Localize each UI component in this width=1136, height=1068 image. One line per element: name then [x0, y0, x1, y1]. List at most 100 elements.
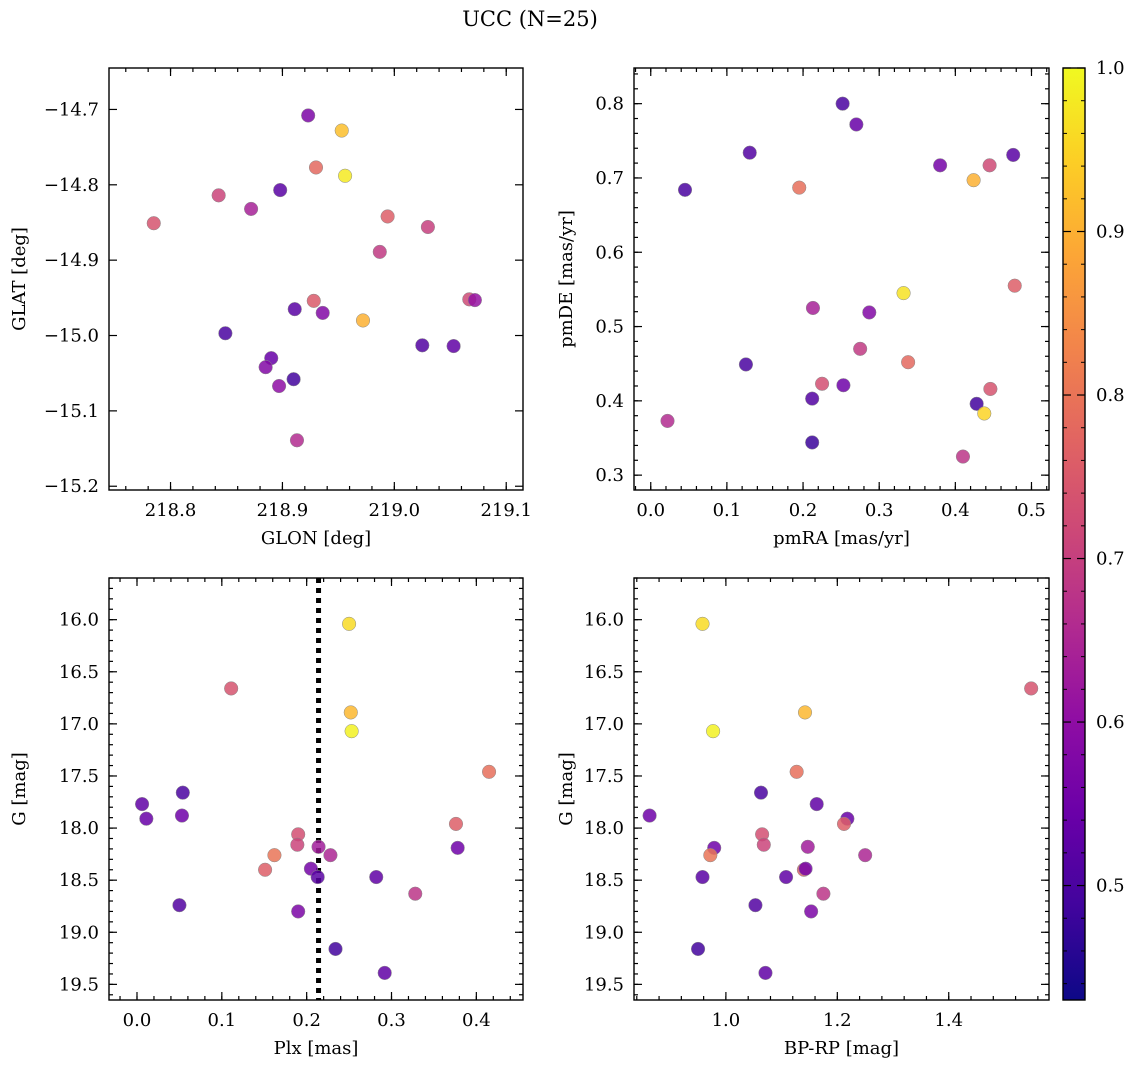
y-tick-label: 0.6	[595, 242, 624, 263]
data-point	[290, 837, 305, 852]
data-point	[758, 965, 773, 980]
y-tick-label: 17.0	[584, 714, 624, 735]
data-point	[482, 764, 497, 779]
data-point	[448, 816, 464, 831]
colorbar-tick-label: 0.7	[1096, 549, 1125, 570]
x-tick-label: 219.1	[480, 500, 532, 521]
y-tick-label: 0.5	[595, 317, 624, 338]
y-tick-label: 16.5	[584, 662, 624, 683]
data-point	[779, 869, 794, 885]
data-point	[311, 839, 326, 854]
panel-pmra-pmde: 0.0 0.1 0.2 0.3 0.4 0.5 0.3 0.4 0.5 0.6 0.7 0.8 pmRA…	[556, 67, 1050, 549]
data-point	[174, 808, 190, 823]
data-point	[738, 357, 753, 372]
data-point	[289, 433, 305, 448]
y-axis-label: G [mag]	[556, 752, 577, 825]
y-tick-label: 19.0	[584, 922, 624, 943]
data-point	[982, 158, 997, 173]
data-point	[756, 837, 771, 852]
data-point	[344, 724, 359, 739]
y-tick-label: 16.0	[584, 610, 624, 631]
data-point	[146, 216, 161, 231]
x-tick-label: 0.1	[208, 1010, 237, 1031]
data-point	[380, 209, 395, 224]
y-tick-label: −15.0	[44, 326, 99, 347]
y-tick-label: 19.5	[584, 974, 624, 995]
panel-bprp-g: 1.0 1.2 1.4 16.0 16.5 17.0 17.5 18.0 18.5 19.0 19.…	[556, 577, 1050, 1059]
y-tick-label: −14.8	[44, 175, 99, 196]
figure-title: UCC (N=25)	[462, 7, 598, 31]
data-point	[286, 372, 301, 387]
data-point	[753, 785, 769, 800]
data-point	[273, 183, 288, 198]
data-point	[805, 300, 820, 316]
data-point	[308, 160, 324, 175]
y-tick-label: −15.2	[44, 476, 99, 497]
data-point	[849, 117, 864, 132]
data-point	[272, 378, 287, 394]
y-tick-label: −14.7	[44, 99, 99, 120]
data-point	[267, 848, 282, 863]
data-point	[695, 616, 710, 631]
data-point	[969, 396, 984, 411]
data-point	[797, 705, 813, 720]
data-point	[660, 413, 675, 428]
x-axis-label: Plx [mas]	[274, 1038, 359, 1059]
y-tick-label: 0.8	[595, 94, 624, 115]
data-point	[218, 326, 233, 341]
data-point	[706, 724, 721, 739]
x-tick-label: 218.9	[257, 500, 309, 521]
data-point	[703, 848, 718, 863]
data-point	[306, 293, 321, 308]
data-point	[983, 381, 998, 397]
colorbar-gradient	[1062, 67, 1086, 1001]
y-tick-label: 18.5	[584, 870, 624, 891]
data-point	[1024, 681, 1039, 696]
x-tick-label: 0.3	[377, 1010, 406, 1031]
data-point	[139, 811, 154, 826]
x-tick-label: 0.0	[123, 1010, 152, 1031]
data-point	[258, 862, 273, 877]
y-tick-label: 18.0	[59, 818, 99, 839]
data-point	[467, 293, 482, 308]
y-tick-label: −14.9	[44, 250, 99, 271]
data-point	[695, 869, 710, 885]
data-point	[211, 188, 226, 203]
data-point	[933, 158, 948, 173]
data-point	[691, 941, 706, 956]
x-tick-label: 1.0	[712, 1010, 741, 1031]
data-point	[377, 965, 392, 980]
x-tick-label: 0.2	[789, 500, 818, 521]
y-tick-label: 0.7	[595, 168, 624, 189]
y-axis-label: pmDE [mas/yr]	[556, 210, 577, 348]
x-tick-label: 0.4	[941, 500, 970, 521]
data-point	[310, 869, 325, 885]
data-point	[805, 391, 820, 406]
data-point	[343, 705, 358, 720]
colorbar-tick-label: 0.5	[1096, 876, 1125, 897]
data-point	[1007, 278, 1022, 293]
axes-frame	[108, 577, 524, 1001]
x-axis-label: GLON [deg]	[261, 528, 371, 549]
data-point	[955, 449, 971, 464]
y-tick-label: 18.5	[59, 870, 99, 891]
y-tick-label: 17.0	[59, 714, 99, 735]
data-point	[446, 339, 461, 354]
x-tick-label: 0.4	[462, 1010, 491, 1031]
panel-glon-glat: 218.8 218.9 219.0 219.1 −14.7 −14.8 −14.9 −15.0…	[9, 67, 532, 549]
x-tick-label: 0.0	[636, 500, 665, 521]
data-point	[291, 904, 306, 919]
axes-frame	[633, 67, 1050, 491]
y-axis-label: G [mag]	[9, 752, 30, 825]
data-point	[355, 313, 371, 328]
data-point	[224, 681, 239, 696]
y-tick-label: 17.5	[584, 766, 624, 787]
x-tick-label: 0.5	[1017, 500, 1046, 521]
x-tick-label: 219.0	[369, 500, 421, 521]
data-point	[805, 435, 820, 450]
data-point	[450, 840, 465, 855]
y-tick-label: 17.5	[59, 766, 99, 787]
data-point	[798, 861, 813, 876]
y-tick-label: 0.3	[595, 465, 624, 486]
